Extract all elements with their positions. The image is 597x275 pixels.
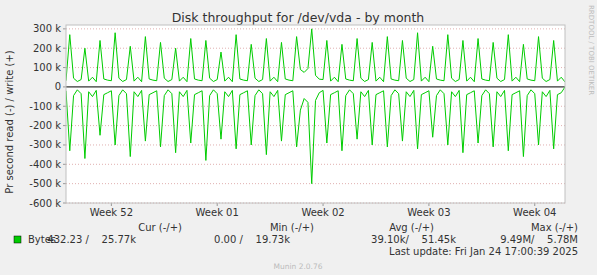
grid-line (66, 125, 565, 126)
x-tick-label: Week 03 (407, 207, 450, 218)
legend-swatch (14, 236, 21, 243)
grid-line (66, 67, 565, 68)
y-tick-label: 300 k (33, 23, 61, 34)
y-tick-label: -400 k (29, 159, 61, 170)
legend-value: 0.00 / 19.73k (214, 234, 290, 245)
y-tick-label: -300 k (29, 139, 61, 150)
legend-column-header: Avg (-/+) (389, 222, 434, 233)
grid-line (66, 144, 565, 145)
series-line (66, 29, 565, 82)
grid-line (66, 164, 565, 165)
y-tick-label: -200 k (29, 120, 61, 131)
chart: Disk throughput for /dev/vda - by month P… (0, 0, 597, 275)
legend-column-header: Cur (-/+) (138, 222, 182, 233)
x-tick-label: Week 04 (513, 207, 556, 218)
series-line (66, 87, 565, 184)
plot-frame (66, 25, 565, 203)
y-tick-label: -500 k (29, 178, 61, 189)
series-group (66, 29, 565, 184)
x-tick-label: Week 01 (196, 207, 239, 218)
title: Disk throughput for /dev/vda - by month (172, 10, 425, 25)
grid-line (66, 86, 565, 87)
last-update: Last update: Fri Jan 24 17:00:39 2025 (389, 246, 578, 257)
plot-area (66, 25, 565, 203)
grid-line (66, 48, 565, 49)
legend-column-header: Max (-/+) (531, 222, 578, 233)
x-tick-label: Week 52 (90, 207, 133, 218)
legend-value: 39.10k/ 51.45k (371, 234, 456, 245)
grid-line (66, 183, 565, 184)
y-tick-label: 0 (55, 81, 61, 92)
y-tick-label: 100 k (33, 62, 61, 73)
credit: Munin 2.0.76 (273, 262, 322, 271)
y-tick-label: -100 k (29, 101, 61, 112)
grid-line (66, 28, 565, 29)
y-tick-label: -600 k (29, 198, 61, 209)
legend-value: 9.49M/ 5.78M (500, 234, 578, 245)
x-tick-label: Week 02 (301, 207, 344, 218)
legend-value: 432.23 / 25.77k (47, 234, 136, 245)
background (0, 0, 597, 275)
legend-column-header: Min (-/+) (270, 222, 314, 233)
watermark: RRDTOOL / TOBI OETIKER (587, 5, 595, 95)
y-axis-label: Pr second read (-) / write (+) (4, 50, 15, 193)
y-tick-label: 200 k (33, 43, 61, 54)
